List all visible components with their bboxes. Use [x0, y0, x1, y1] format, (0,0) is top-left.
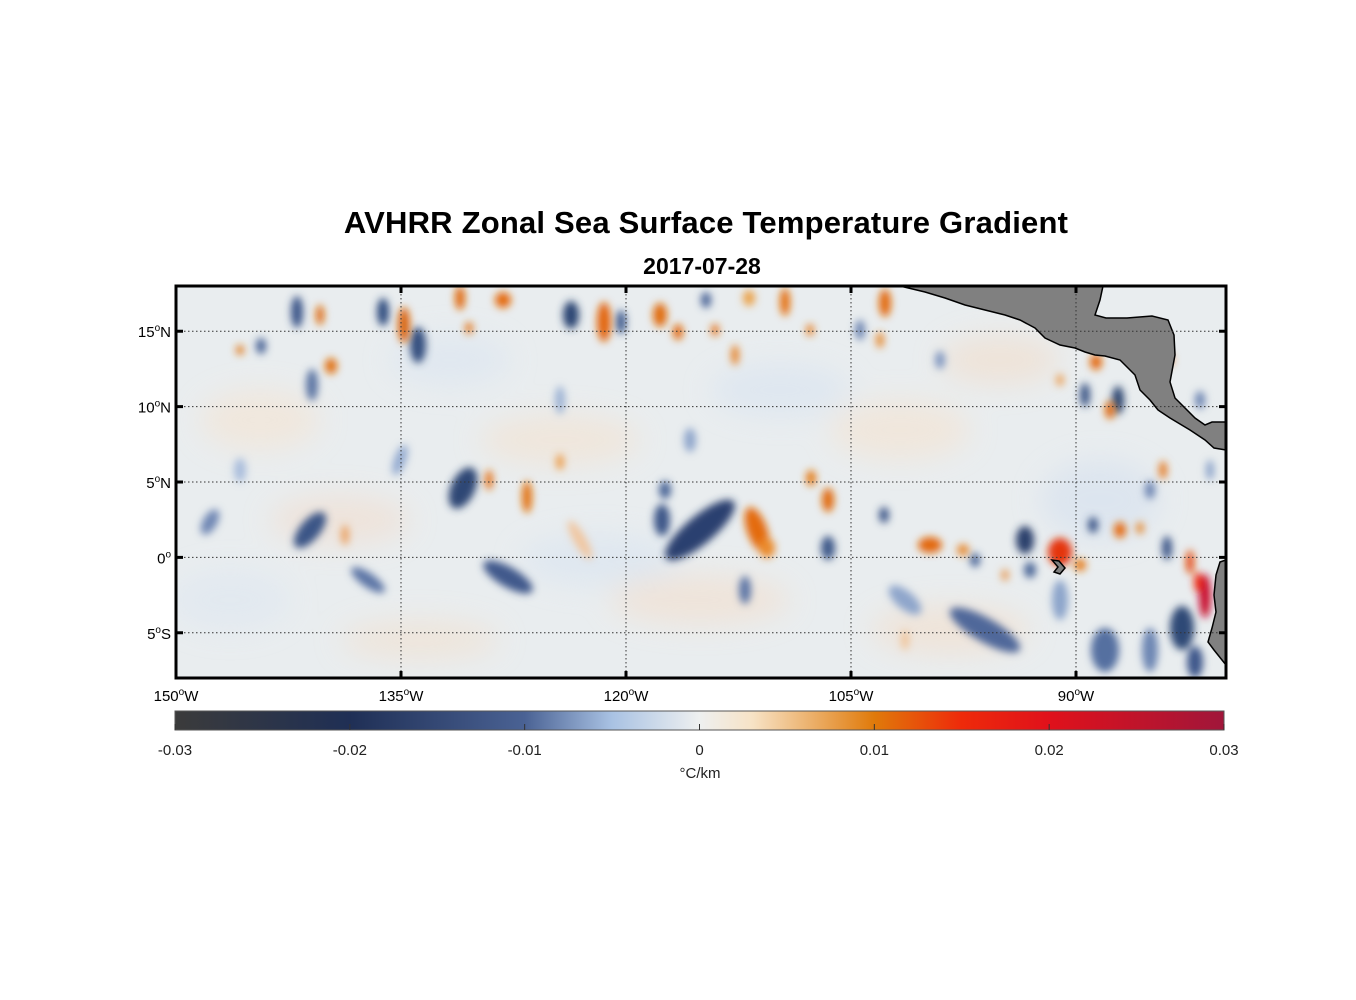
- lat-tick-degree: 5: [147, 626, 155, 643]
- lon-tick-degree: 150: [154, 688, 179, 705]
- land-galapagos: [1050, 558, 1066, 575]
- degree-symbol: o: [155, 323, 161, 334]
- degree-symbol: o: [165, 549, 171, 560]
- degree-symbol: o: [155, 625, 161, 636]
- lat-tick-degree: 0: [157, 550, 165, 567]
- lat-tick-label: 5oS: [147, 625, 171, 643]
- lon-tick-label: 135oW: [379, 687, 425, 705]
- lon-tick-label: 90oW: [1058, 687, 1095, 705]
- figure-title: AVHRR Zonal Sea Surface Temperature Grad…: [343, 205, 1069, 240]
- degree-symbol: o: [155, 399, 161, 410]
- degree-symbol: o: [155, 474, 161, 485]
- lat-tick-hemisphere: S: [161, 626, 171, 643]
- colorbar-tick-label: 0.03: [1209, 742, 1238, 759]
- lat-tick-label: 10oN: [138, 399, 171, 417]
- lat-tick-degree: 15: [138, 324, 155, 341]
- colorbar-unit-label: °C/km: [680, 765, 721, 782]
- colorbar: -0.03 -0.02 -0.01 0 0.01 0.02 0.03 °C/km: [158, 710, 1239, 782]
- colorbar-tick-label: 0.02: [1035, 742, 1064, 759]
- colorbar-tick-label: -0.02: [333, 742, 367, 759]
- lat-tick-hemisphere: N: [160, 475, 171, 492]
- lon-tick-hemisphere: W: [859, 688, 874, 705]
- field-positive-features: [236, 286, 1211, 650]
- colorbar-tick-label: -0.03: [158, 742, 192, 759]
- lon-tick-label: 150oW: [154, 687, 200, 705]
- land-central-america: [899, 286, 1226, 451]
- land-south-america: [1207, 559, 1226, 667]
- lat-tick-degree: 5: [146, 475, 154, 492]
- grid-lines: [176, 286, 1226, 678]
- lon-tick-degree: 120: [604, 688, 629, 705]
- colorbar-gradient: [175, 711, 1224, 730]
- colorbar-ticks: -0.03 -0.02 -0.01 0 0.01 0.02 0.03: [158, 724, 1239, 759]
- lat-tick-label: 15oN: [138, 323, 171, 341]
- lon-tick-degree: 135: [379, 688, 404, 705]
- longitude-tick-labels: 150oW 135oW 120oW 105oW 90oW: [154, 687, 1095, 705]
- colorbar-tick-label: 0: [695, 742, 703, 759]
- lon-tick-label: 105oW: [829, 687, 875, 705]
- lat-tick-degree: 10: [138, 400, 155, 417]
- degree-symbol: o: [854, 687, 860, 698]
- colorbar-tick-label: -0.01: [508, 742, 542, 759]
- map-area: 150oW 135oW 120oW 105oW 90oW 15oN10oN5oN0o5o…: [138, 284, 1228, 705]
- lat-tick-hemisphere: N: [160, 324, 171, 341]
- lon-tick-degree: 90: [1058, 688, 1075, 705]
- lon-tick-hemisphere: W: [634, 688, 649, 705]
- lon-tick-hemisphere: W: [409, 688, 424, 705]
- figure-subtitle: 2017-07-28: [643, 253, 761, 279]
- lon-tick-label: 120oW: [604, 687, 650, 705]
- degree-symbol: o: [629, 687, 635, 698]
- degree-symbol: o: [179, 687, 185, 698]
- lat-tick-hemisphere: N: [160, 400, 171, 417]
- axis-ticks: [174, 286, 1226, 678]
- lon-tick-hemisphere: W: [1080, 688, 1095, 705]
- degree-symbol: o: [404, 687, 410, 698]
- degree-symbol: o: [1074, 687, 1080, 698]
- lat-tick-label: 5oN: [146, 474, 171, 492]
- sst-gradient-field: [176, 286, 1226, 678]
- lon-tick-degree: 105: [829, 688, 854, 705]
- field-negative-features: [200, 292, 1214, 678]
- lat-tick-label: 0o: [157, 549, 171, 567]
- land-masses: [899, 286, 1226, 667]
- colorbar-tick-label: 0.01: [860, 742, 889, 759]
- lon-tick-hemisphere: W: [184, 688, 199, 705]
